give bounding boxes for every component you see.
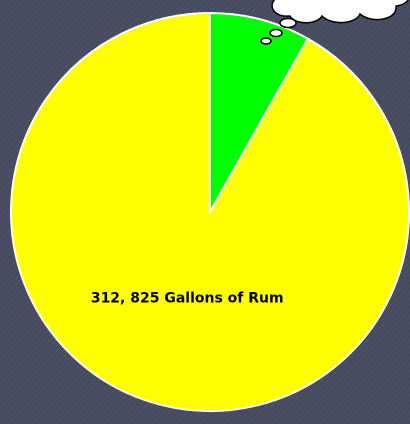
bubble (260, 37, 272, 45)
thought-bubble (260, 0, 409, 45)
cloud (271, 0, 409, 24)
pie-slice (10, 11, 410, 412)
pie-slice (209, 11, 310, 216)
pie: 312, 825 Gallons of Rum (10, 11, 410, 412)
slice-label: 312, 825 Gallons of Rum (91, 291, 284, 307)
bubble (279, 17, 297, 29)
bubble (269, 28, 283, 38)
